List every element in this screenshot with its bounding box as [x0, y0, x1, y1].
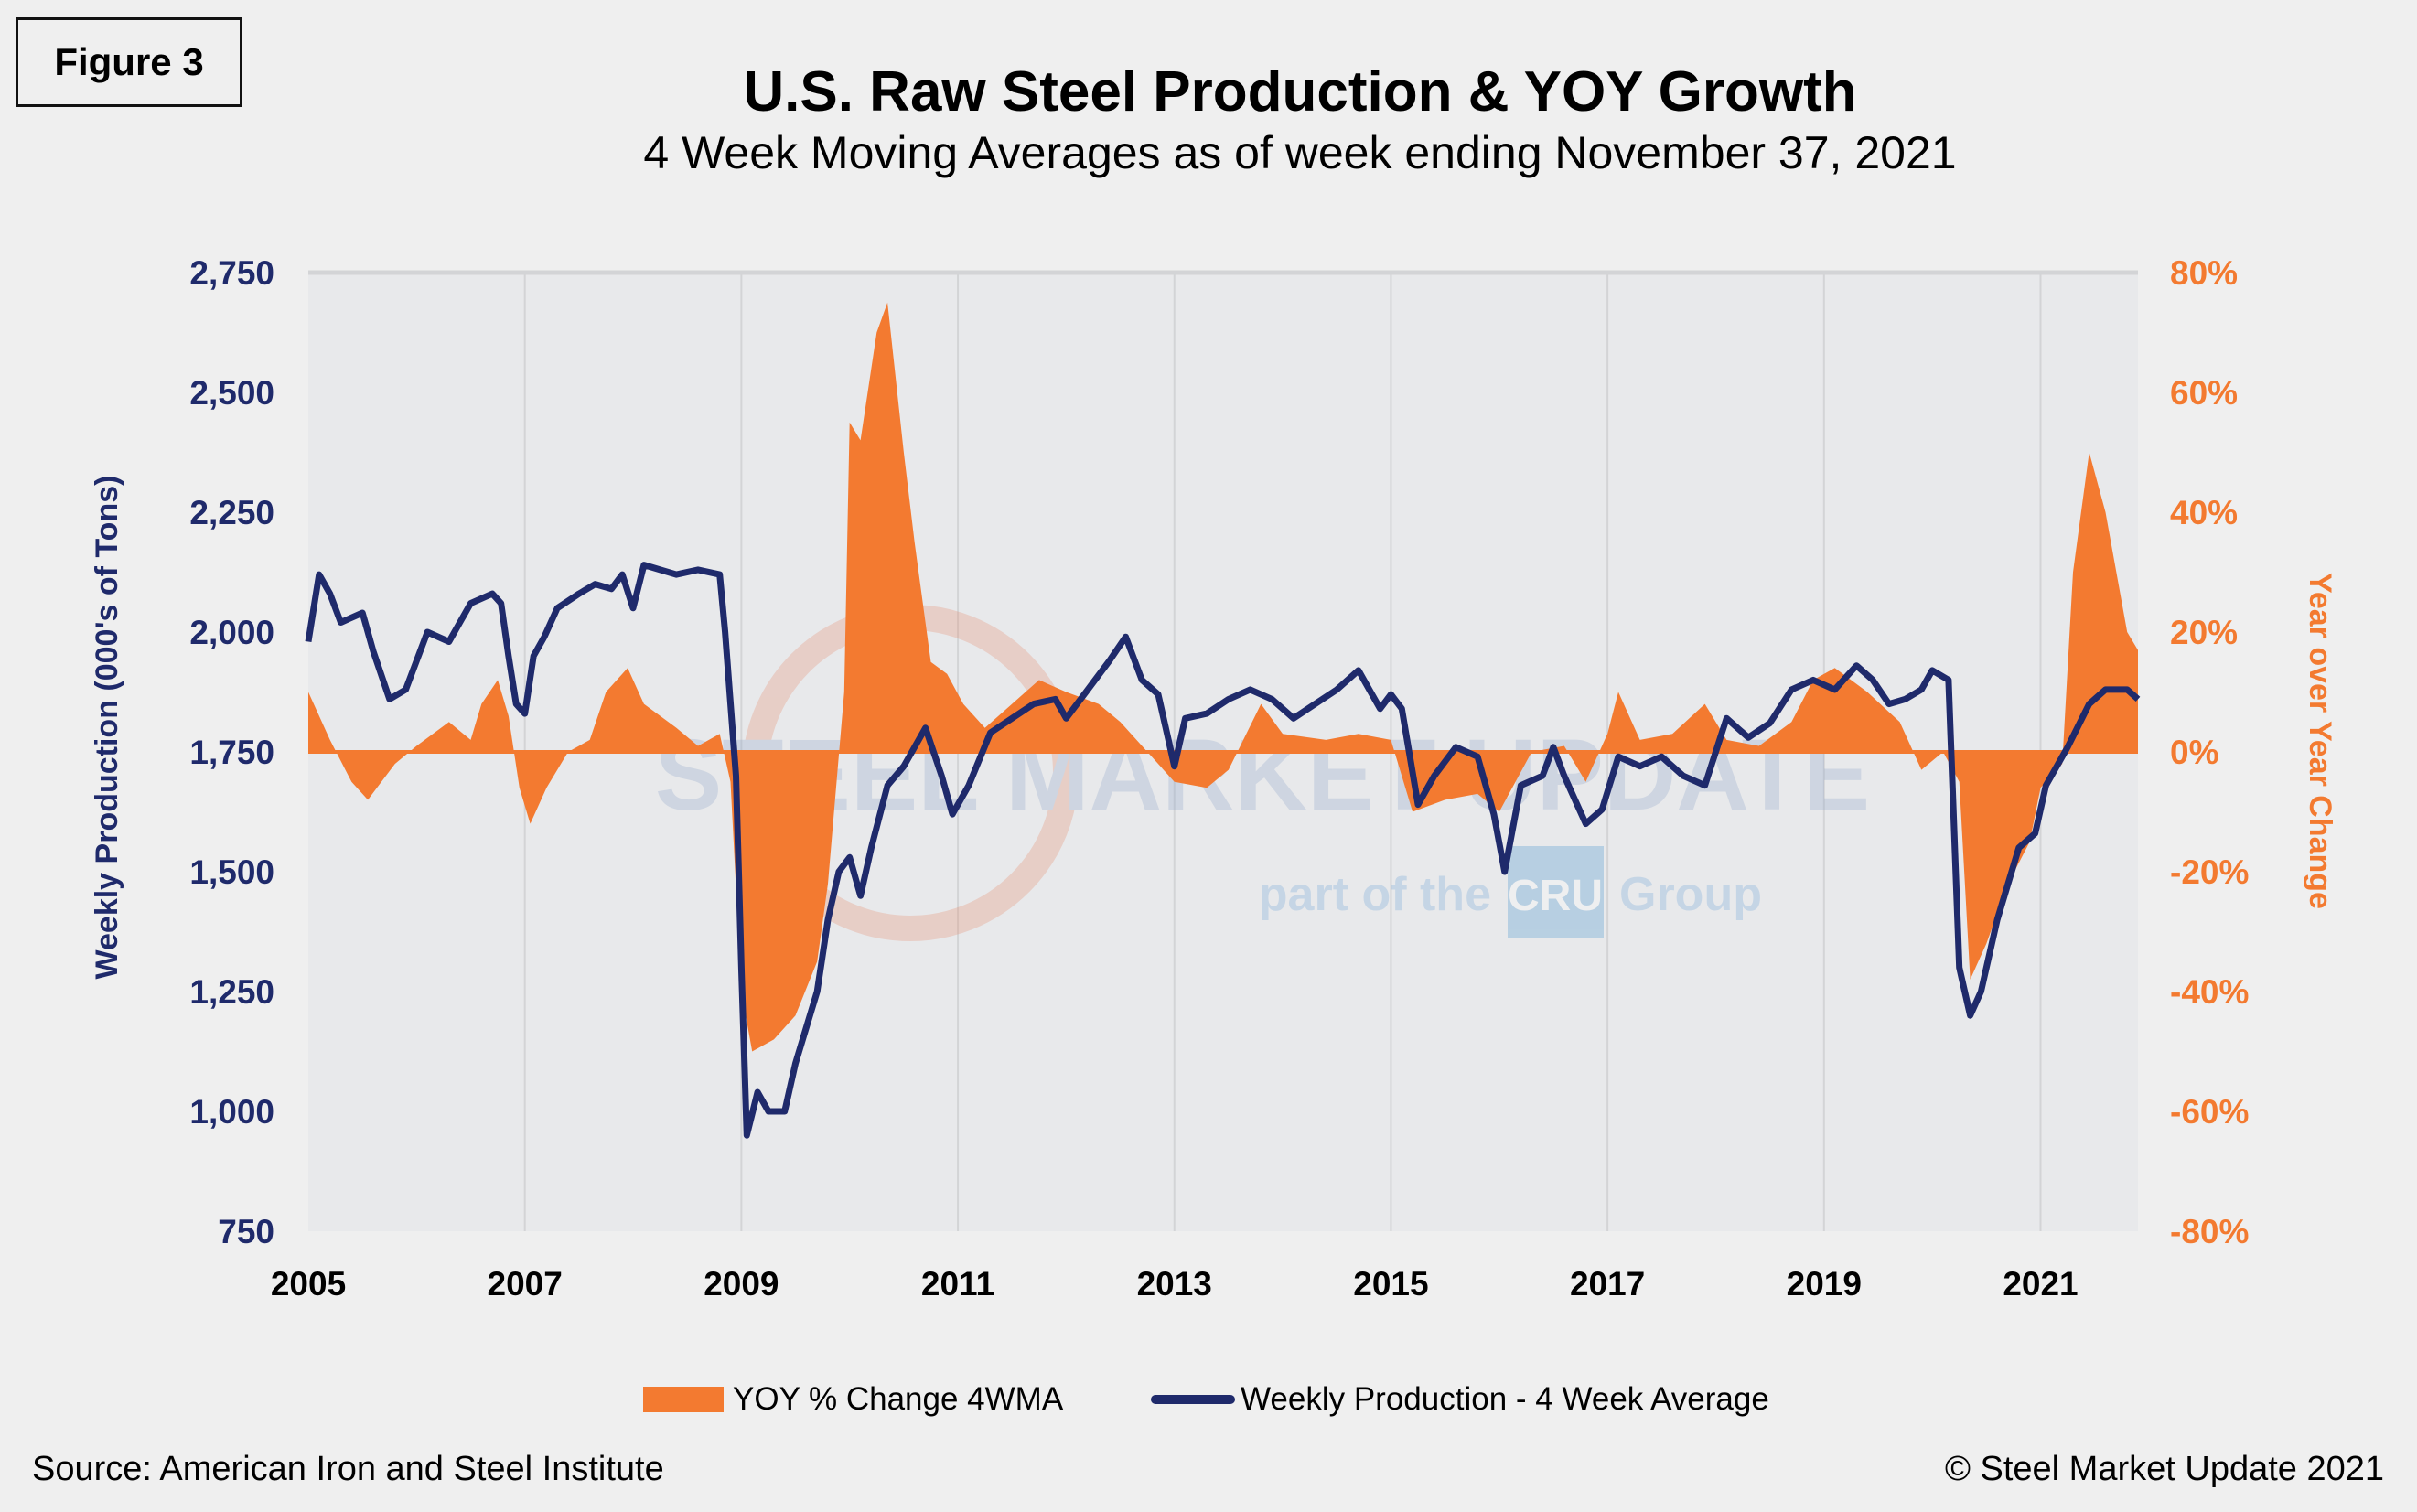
copyright-note: © Steel Market Update 2021 [1944, 1450, 2384, 1488]
legend-item-production: Weekly Production - 4 Week Average [1151, 1381, 1769, 1418]
y-tick-label: 750 [218, 1213, 274, 1250]
x-tick-label: 2013 [1137, 1265, 1212, 1303]
x-tick-label: 2021 [2003, 1265, 2078, 1303]
x-tick-label: 2017 [1570, 1265, 1645, 1303]
y2-tick-label: -20% [2170, 853, 2249, 891]
legend-item-yoy: YOY % Change 4WMA [643, 1381, 1063, 1418]
x-tick-label: 2019 [1787, 1265, 1862, 1303]
y2-tick-label: -80% [2170, 1213, 2249, 1250]
y-tick-label: 2,500 [189, 374, 274, 412]
y2-axis-label: Year over Year Change [2303, 573, 2337, 909]
legend-swatch-production [1151, 1395, 1235, 1404]
x-tick-label: 2009 [704, 1265, 779, 1303]
x-tick-label: 2011 [921, 1265, 994, 1303]
y2-tick-label: -60% [2170, 1093, 2249, 1131]
y2-tick-label: 80% [2170, 254, 2238, 292]
series-layer [305, 302, 2141, 1139]
legend-swatch-yoy [643, 1387, 724, 1412]
watermark-tagline-pre: part of the [1259, 868, 1491, 921]
legend-label-production: Weekly Production - 4 Week Average [1241, 1381, 1769, 1417]
x-tick-label: 2015 [1353, 1265, 1428, 1303]
watermark-tagline-post: Group [1619, 868, 1762, 921]
y-axis-label: Weekly Production (000's of Tons) [90, 476, 124, 980]
y-tick-label: 1,000 [189, 1093, 274, 1131]
watermark-cru-box [1508, 846, 1604, 938]
x-tick-label: 2007 [488, 1265, 563, 1303]
y2-tick-label: -40% [2170, 973, 2249, 1011]
yoy-area [308, 302, 2138, 1052]
y2-tick-label: 60% [2170, 374, 2238, 412]
watermark-cru: CRU [1508, 872, 1603, 920]
legend-label-yoy: YOY % Change 4WMA [733, 1381, 1064, 1417]
production-line [305, 562, 2141, 1139]
y-tick-label: 1,500 [189, 853, 274, 891]
figure-label: Figure 3 [16, 17, 242, 107]
x-tick-label: 2005 [271, 1265, 346, 1303]
y-tick-label: 1,250 [189, 973, 274, 1011]
chart-subtitle: 4 Week Moving Averages as of week ending… [643, 127, 1957, 178]
chart-title: U.S. Raw Steel Production & YOY Growth [743, 60, 1857, 123]
y2-tick-label: 0% [2170, 734, 2218, 771]
y2-tick-label: 20% [2170, 614, 2238, 651]
y-tick-label: 1,750 [189, 734, 274, 771]
y-tick-label: 2,250 [189, 494, 274, 531]
y2-tick-label: 40% [2170, 494, 2238, 531]
axes: 2005 2007 2009 2011 2013 2015 2017 2019 2021 750 1… [189, 254, 2249, 1303]
y-tick-label: 2,750 [189, 254, 274, 292]
y-tick-label: 2,000 [189, 614, 274, 651]
source-note: Source: American Iron and Steel Institut… [32, 1450, 664, 1488]
